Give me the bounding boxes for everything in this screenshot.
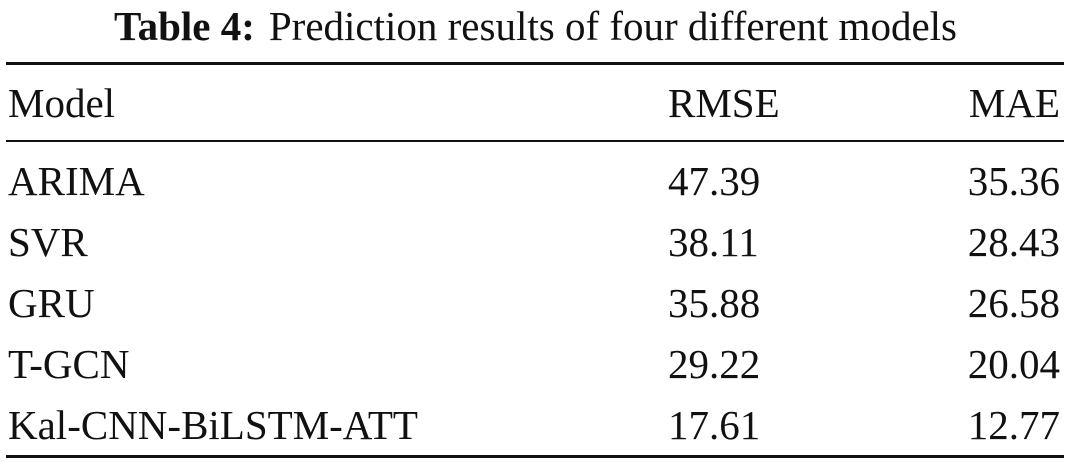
cell: 35.88 xyxy=(668,279,761,326)
row: Kal-CNN-BiLSTM-ATT 17.61 12.77 xyxy=(6,394,1064,458)
cell: Model xyxy=(6,62,668,142)
caption-text: Prediction results of four different mod… xyxy=(268,3,957,49)
caption-label: Table 4: xyxy=(113,3,255,49)
header-row: Model RMSE MAE xyxy=(6,62,1064,142)
row: T-GCN 29.22 20.04 xyxy=(6,333,1064,394)
row: SVR 38.11 28.43 xyxy=(6,211,1064,272)
cell: MAE xyxy=(938,62,1064,142)
cell: 35.36 xyxy=(967,157,1060,204)
cell: RMSE xyxy=(668,62,938,142)
cell: SVR xyxy=(8,218,88,265)
row: GRU 35.88 26.58 xyxy=(6,272,1064,333)
caption: Table 4: Prediction results of four diffe… xyxy=(0,0,1071,52)
cell: ARIMA xyxy=(8,157,145,204)
cell: 26.58 xyxy=(967,279,1060,326)
cell: 38.11 xyxy=(668,218,759,265)
cell: Kal-CNN-BiLSTM-ATT xyxy=(6,394,668,458)
cell: 47.39 xyxy=(668,157,761,204)
cell: GRU xyxy=(8,279,95,326)
cell: 20.04 xyxy=(967,340,1060,387)
cell: 17.61 xyxy=(668,394,938,458)
cell: T-GCN xyxy=(8,340,130,387)
cell: 12.77 xyxy=(938,394,1064,458)
cell: 29.22 xyxy=(668,340,761,387)
row: ARIMA 47.39 35.36 xyxy=(6,141,1064,211)
cell: 28.43 xyxy=(967,218,1060,265)
table: Model RMSE MAE ARIMA 47.39 35.36 SVR 38.11 28.4… xyxy=(6,62,1064,458)
